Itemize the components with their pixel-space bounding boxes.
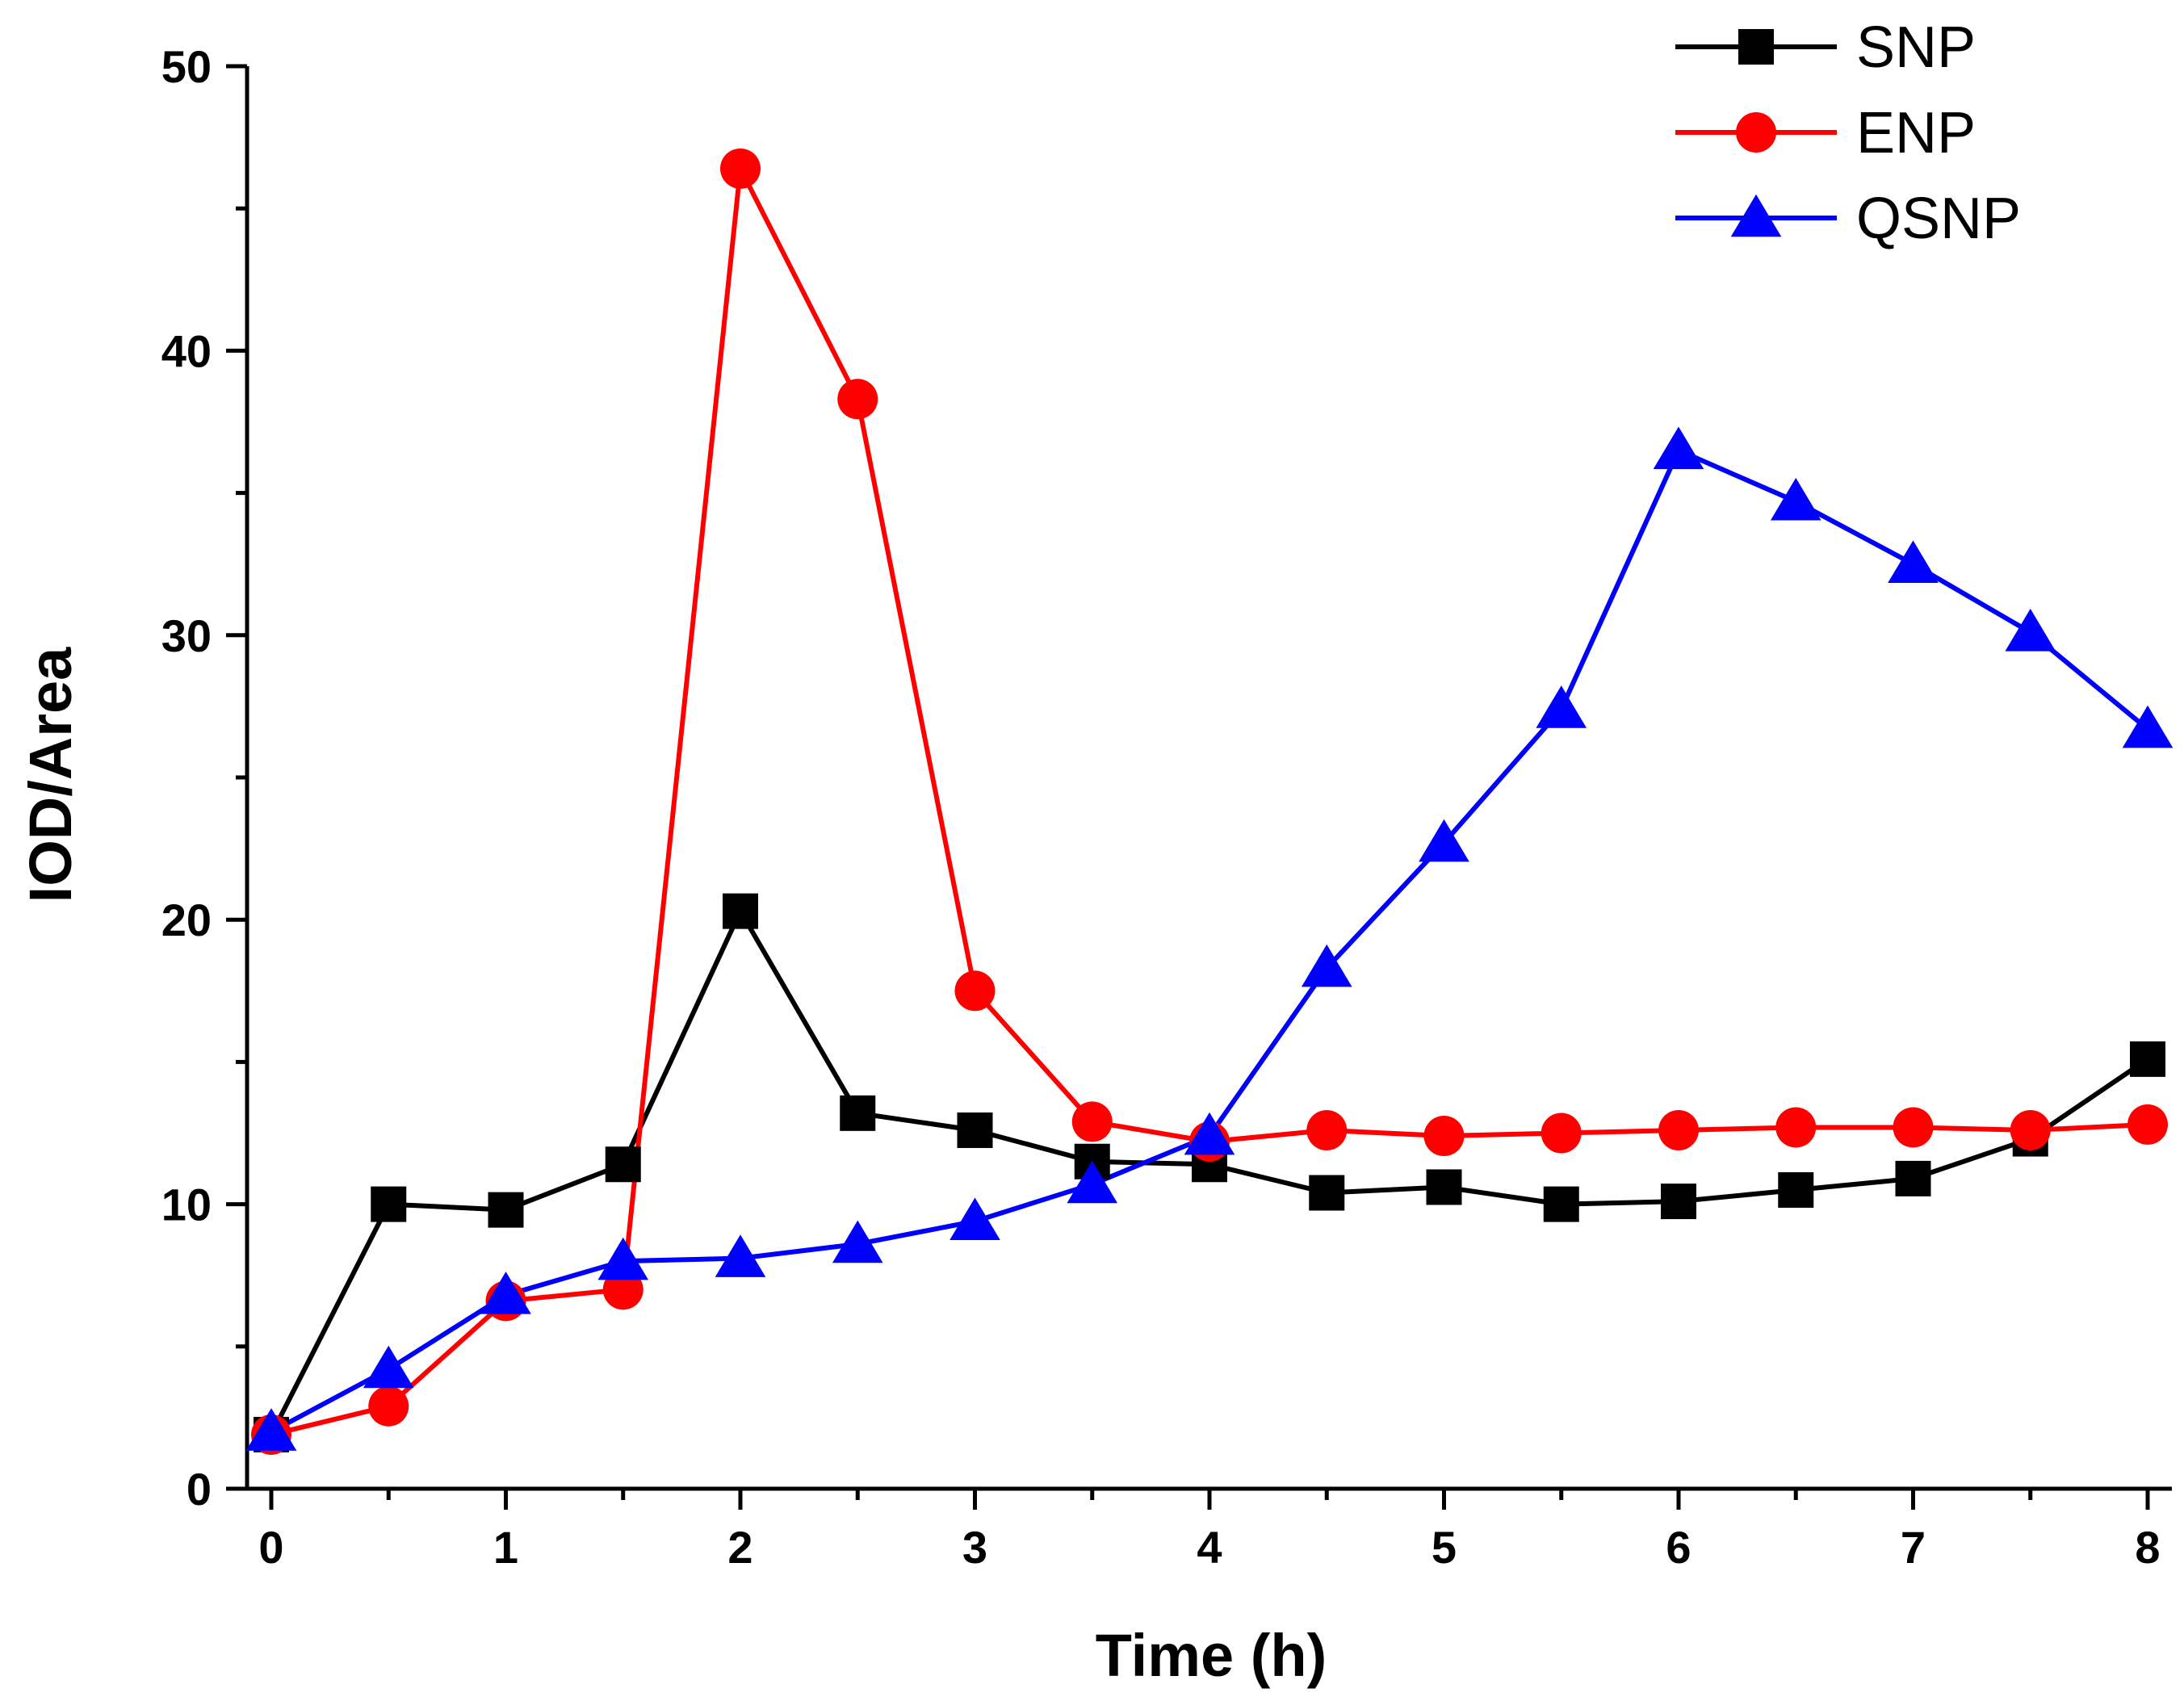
- data-point-qsnp: [1419, 819, 1469, 862]
- data-point-qsnp: [2122, 705, 2174, 748]
- x-tick-label: 5: [1432, 1522, 1457, 1573]
- data-point-enp: [720, 148, 761, 189]
- data-point-qsnp: [715, 1234, 766, 1277]
- y-tick-label: 50: [161, 41, 212, 92]
- data-point-snp: [723, 893, 758, 929]
- x-tick-label: 3: [962, 1522, 987, 1573]
- y-axis-title: IOD/Area: [17, 647, 84, 903]
- data-point-enp: [954, 970, 996, 1012]
- series-line-qsnp: [270, 447, 2149, 1435]
- series-lines: [269, 166, 2149, 1437]
- data-point-qsnp: [363, 1345, 414, 1389]
- data-point-snp: [1309, 1175, 1345, 1211]
- data-point-enp: [837, 379, 878, 420]
- legend-label-enp: ENP: [1856, 101, 1976, 166]
- data-point-qsnp: [2005, 608, 2056, 652]
- data-point-snp: [1661, 1184, 1696, 1220]
- x-tick-label: 8: [2135, 1522, 2160, 1573]
- data-point-enp: [1893, 1107, 1934, 1148]
- x-tick-label: 0: [258, 1522, 283, 1573]
- data-point-enp: [2127, 1104, 2168, 1145]
- data-point-snp: [840, 1095, 876, 1131]
- axes: 0 1 2 3 4 5 6 7 8 0 10 20 30 40 50: [161, 41, 2172, 1573]
- legend-marker-snp: [1738, 29, 1774, 65]
- series-markers: [245, 148, 2174, 1456]
- data-point-enp: [1775, 1107, 1817, 1148]
- data-point-snp: [1426, 1169, 1462, 1205]
- x-tick-label: 2: [727, 1522, 752, 1573]
- data-point-qsnp: [949, 1197, 1000, 1241]
- data-point-qsnp: [1888, 540, 1939, 583]
- data-point-snp: [605, 1146, 641, 1183]
- data-point-qsnp: [597, 1237, 649, 1280]
- x-axis-title: Time (h): [1096, 1622, 1327, 1689]
- data-point-snp: [2130, 1041, 2165, 1077]
- legend: SNP ENP QSNP: [1675, 15, 2021, 251]
- y-tick-label: 40: [161, 325, 212, 376]
- y-tick-label: 0: [187, 1464, 212, 1515]
- data-point-enp: [368, 1385, 409, 1427]
- data-point-qsnp: [1653, 426, 1704, 470]
- legend-marker-enp: [1736, 112, 1776, 153]
- data-point-qsnp: [245, 1408, 297, 1451]
- data-point-qsnp: [480, 1272, 531, 1314]
- data-point-qsnp: [1536, 685, 1587, 728]
- data-point-snp: [1778, 1171, 1814, 1208]
- data-point-qsnp: [1067, 1160, 1118, 1204]
- y-tick-label: 20: [161, 895, 212, 945]
- data-point-enp: [1423, 1116, 1465, 1157]
- data-point-qsnp: [1301, 944, 1352, 987]
- data-point-enp: [1541, 1112, 1582, 1154]
- data-point-qsnp: [1184, 1112, 1235, 1155]
- data-point-snp: [1543, 1186, 1579, 1222]
- legend-label-qsnp: QSNP: [1856, 186, 2021, 251]
- x-tick-label: 4: [1197, 1522, 1222, 1573]
- data-point-enp: [1306, 1109, 1348, 1150]
- y-tick-label: 10: [161, 1180, 212, 1230]
- data-point-snp: [1895, 1160, 1931, 1196]
- y-tick-label: 30: [161, 610, 212, 661]
- data-point-enp: [1071, 1101, 1113, 1142]
- x-tick-label: 6: [1666, 1522, 1691, 1573]
- x-tick-label: 1: [493, 1522, 518, 1573]
- data-point-enp: [2010, 1109, 2051, 1150]
- x-tick-label: 7: [1901, 1522, 1926, 1573]
- data-point-snp: [371, 1186, 407, 1222]
- series-line-enp: [270, 166, 2148, 1437]
- data-point-qsnp: [832, 1220, 883, 1263]
- legend-label-snp: SNP: [1856, 15, 1976, 80]
- data-point-qsnp: [1770, 477, 1821, 521]
- data-point-snp: [957, 1112, 993, 1148]
- data-point-snp: [488, 1192, 524, 1228]
- data-point-enp: [1658, 1109, 1699, 1150]
- legend-marker-qsnp: [1730, 194, 1782, 237]
